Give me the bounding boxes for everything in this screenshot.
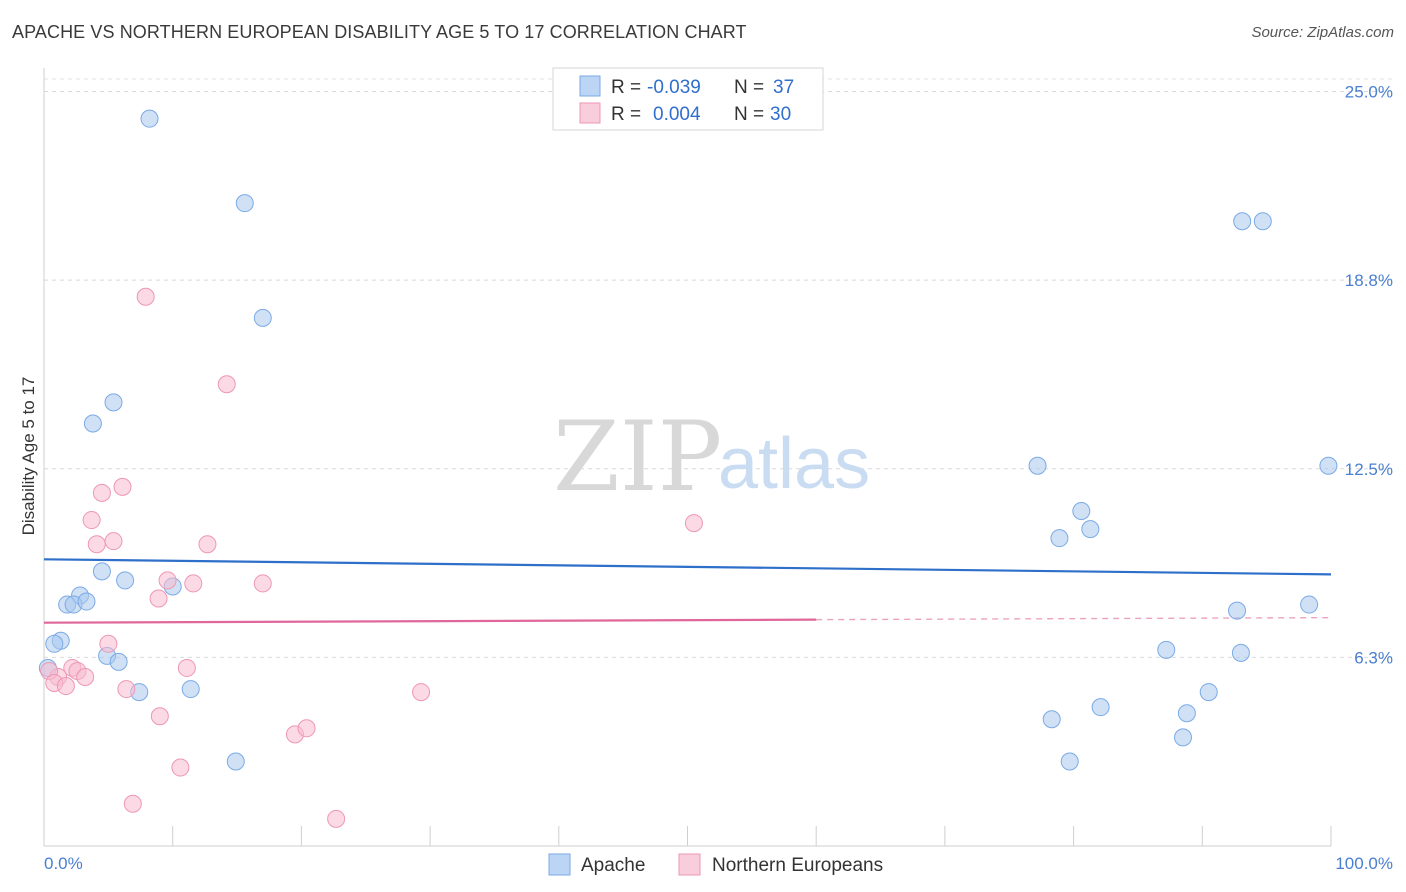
northern-point-26 — [171, 758, 190, 777]
legend-apache-r-label: R = — [611, 77, 641, 98]
legend-swatch-apache — [579, 75, 601, 97]
apache-point-32 — [1177, 704, 1196, 723]
northern-point-4 — [82, 511, 101, 530]
northern-point-27 — [123, 794, 142, 813]
northern-point-29 — [684, 514, 703, 533]
legend-apache-r-value: -0.039 — [647, 77, 701, 98]
y-tick-label-0: 6.3% — [1354, 648, 1393, 667]
legend-northern-r-label: R = — [611, 104, 641, 125]
apache-point-11 — [77, 592, 96, 611]
watermark-zip: ZIP — [553, 401, 722, 513]
apache-point-15 — [109, 652, 128, 671]
trend-line-0 — [43, 558, 1332, 576]
northern-point-8 — [158, 571, 177, 590]
legend-swatch-northern — [579, 102, 601, 124]
apache-point-30 — [1231, 643, 1250, 662]
legend-northern-n-value: 30 — [770, 104, 791, 125]
y-tick-label-1: 12.5% — [1345, 460, 1393, 479]
apache-point-19 — [226, 752, 245, 771]
northern-point-10 — [253, 574, 272, 593]
northern-point-22 — [412, 683, 431, 702]
trend-line-1 — [43, 618, 817, 624]
y-axis-title: Disability Age 5 to 17 — [19, 377, 38, 536]
northern-point-16 — [76, 667, 95, 686]
apache-point-26 — [1319, 456, 1338, 475]
northern-point-28 — [327, 809, 346, 828]
apache-point-6 — [116, 571, 135, 590]
apache-point-13 — [45, 634, 64, 653]
apache-point-24 — [1233, 212, 1252, 231]
apache-point-36 — [1060, 752, 1079, 771]
y-tick-labels: 6.3% 12.5% 18.8% 25.0% — [1345, 83, 1393, 668]
northern-point-5 — [87, 535, 106, 554]
northern-point-1 — [217, 375, 236, 394]
northern-point-9 — [184, 574, 203, 593]
apache-point-34 — [1042, 710, 1061, 729]
x-tick-min: 0.0% — [44, 854, 83, 873]
apache-point-4 — [83, 414, 102, 433]
legend-northern-n-label: N = — [734, 104, 764, 125]
apache-point-33 — [1091, 698, 1110, 717]
apache-point-23 — [1072, 502, 1091, 521]
apache-point-0 — [140, 109, 159, 128]
bottom-legend-apache-label: Apache — [581, 855, 645, 876]
northern-point-12 — [99, 634, 118, 653]
apache-point-1 — [235, 194, 254, 213]
data-points — [38, 109, 1338, 828]
apache-point-18 — [181, 680, 200, 699]
chart-title: APACHE VS NORTHERN EUROPEAN DISABILITY A… — [12, 22, 747, 42]
stats-legend: R = -0.039 N = 37 R = 0.004 N = 30 — [552, 67, 824, 131]
apache-point-29 — [1157, 640, 1176, 659]
trend-lines — [43, 558, 1332, 624]
apache-point-3 — [104, 393, 123, 412]
legend-apache-n-label: N = — [734, 77, 764, 98]
apache-point-2 — [253, 308, 272, 327]
northern-point-6 — [104, 532, 123, 551]
northern-point-2 — [113, 477, 132, 496]
apache-point-25 — [1253, 212, 1272, 231]
northern-point-7 — [198, 535, 217, 554]
legend-apache-n-value: 37 — [773, 77, 794, 98]
apache-point-5 — [92, 562, 111, 581]
apache-point-28 — [1228, 601, 1247, 620]
apache-point-31 — [1199, 683, 1218, 702]
northern-point-25 — [297, 719, 316, 738]
apache-point-22 — [1050, 529, 1069, 548]
northern-point-11 — [149, 589, 168, 608]
apache-point-35 — [1173, 728, 1192, 747]
bottom-legend-swatch-northern — [678, 853, 701, 876]
x-tick-max: 100.0% — [1335, 854, 1393, 873]
northern-point-23 — [150, 707, 169, 726]
legend-northern-r-value: 0.004 — [653, 104, 701, 125]
northern-point-19 — [56, 677, 75, 696]
northern-point-21 — [177, 658, 196, 677]
axes — [43, 68, 1332, 847]
trend-line-extension-1 — [816, 616, 1332, 621]
source-credit: Source: ZipAtlas.com — [1251, 24, 1394, 41]
gridlines — [44, 78, 1392, 658]
northern-point-20 — [117, 680, 136, 699]
apache-point-21 — [1028, 456, 1047, 475]
apache-point-20 — [1081, 520, 1100, 539]
bottom-legend-swatch-apache — [548, 853, 571, 876]
apache-point-27 — [1300, 595, 1319, 614]
northern-point-3 — [92, 483, 111, 502]
watermark-atlas: atlas — [718, 424, 870, 504]
y-tick-label-2: 18.8% — [1345, 271, 1393, 290]
bottom-legend-northern-label: Northern Europeans — [712, 855, 883, 876]
series-legend: Apache Northern Europeans — [548, 853, 883, 876]
northern-point-0 — [136, 287, 155, 306]
y-tick-label-3: 25.0% — [1345, 83, 1393, 102]
